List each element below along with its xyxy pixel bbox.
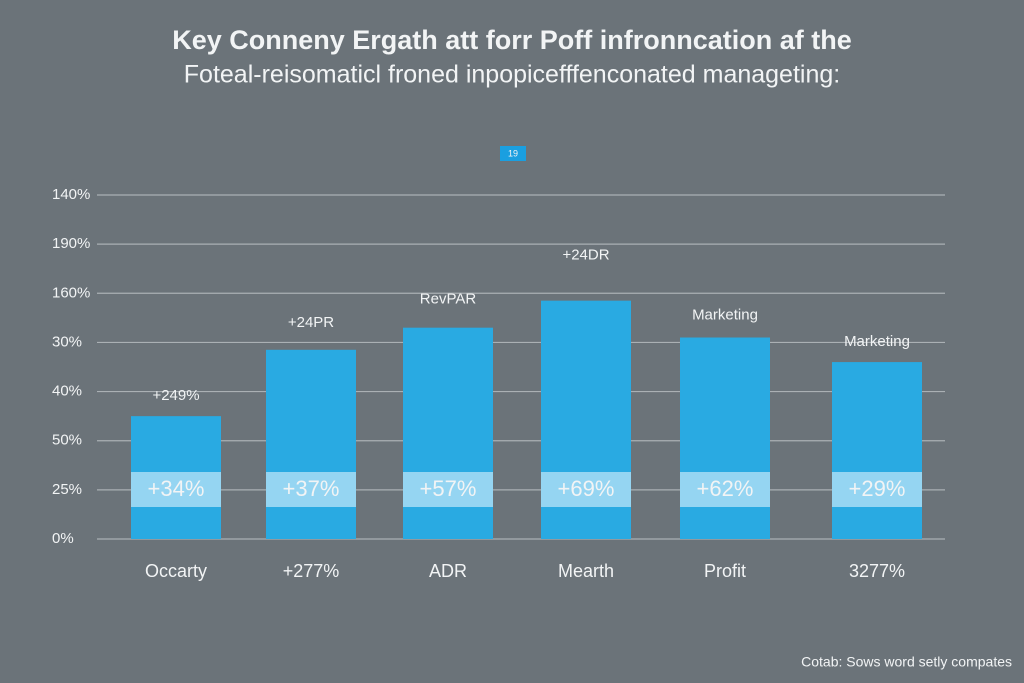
bar-annotation: Marketing [844, 333, 910, 350]
band-label: +34% [148, 476, 205, 501]
bar [832, 362, 922, 539]
bar-annotation: +249% [152, 387, 199, 404]
y-tick-label: 40% [52, 383, 82, 400]
band-label: +29% [849, 476, 906, 501]
bar-annotation: Marketing [692, 306, 758, 323]
band-label: +57% [420, 476, 477, 501]
bar-band [403, 472, 493, 507]
badge-box [500, 146, 526, 161]
bar-annotation: RevPAR [420, 291, 477, 308]
bar-band [832, 472, 922, 507]
band-label: +62% [697, 476, 754, 501]
chart-title: Key Conneny Ergath att forr Poff infronn… [172, 25, 852, 55]
y-tick-label: 30% [52, 333, 82, 350]
y-tick-label: 0% [52, 530, 74, 547]
badge: 19 [508, 148, 518, 158]
band-label: +69% [558, 476, 615, 501]
footnote: Cotab: Sows word setly compates [801, 654, 1012, 670]
x-tick-label: ADR [429, 561, 467, 581]
bar-band [131, 472, 221, 507]
bar-band [541, 472, 631, 507]
y-tick-label: 190% [52, 235, 90, 252]
band-label: +37% [283, 476, 340, 501]
bar [680, 337, 770, 539]
y-tick-label: 50% [52, 432, 82, 449]
bar-band [680, 472, 770, 507]
y-tick-label: 140% [52, 186, 90, 203]
bar-annotation: +24DR [562, 247, 609, 264]
bar-band [266, 472, 356, 507]
bar-annotation: +24PR [288, 314, 334, 331]
bar [403, 327, 493, 539]
x-tick-label: Profit [704, 561, 746, 581]
bar [266, 349, 356, 539]
x-tick-label: 3277% [849, 561, 905, 581]
x-tick-label: Occarty [145, 561, 207, 581]
x-tick-label: +277% [283, 561, 340, 581]
y-tick-label: 25% [52, 481, 82, 498]
chart-subtitle: Foteal-reisomaticl froned inpopicefffenc… [184, 61, 840, 89]
y-tick-label: 160% [52, 284, 90, 301]
x-tick-label: Mearth [558, 561, 614, 581]
